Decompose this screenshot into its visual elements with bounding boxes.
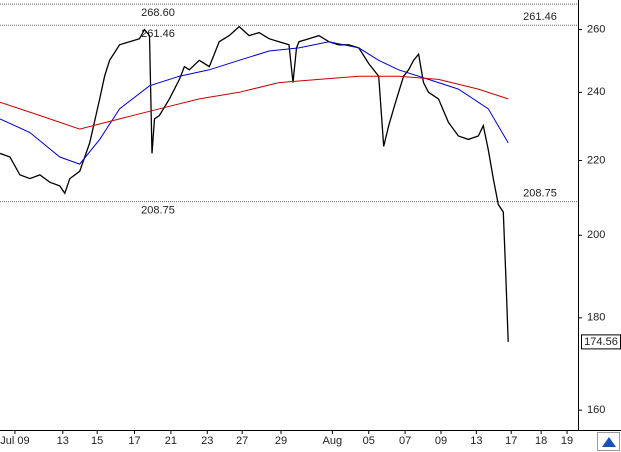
x-tick-label: 23 — [201, 435, 213, 447]
y-tick-label: 260 — [587, 23, 605, 35]
x-tick-label: 19 — [561, 435, 573, 447]
button-icon[interactable] — [602, 437, 616, 447]
y-tick-label: 180 — [587, 312, 605, 324]
reference-label: 208.75 — [141, 205, 175, 217]
x-tick-label: Jul 09 — [0, 435, 29, 447]
x-tick-label: 18 — [535, 435, 547, 447]
y-tick-label: 160 — [587, 404, 605, 416]
y-tick-label: 220 — [587, 154, 605, 166]
x-tick-label: 05 — [363, 435, 375, 447]
moving-average — [0, 75, 509, 130]
scroll-button[interactable] — [597, 432, 620, 451]
y-tick-label: 200 — [587, 229, 605, 241]
reference-label: 208.75 — [523, 188, 557, 200]
last-price-label: 174.56 — [584, 336, 618, 348]
x-tick-label: 15 — [91, 435, 103, 447]
reference-label: 261.46 — [141, 28, 175, 40]
x-tick-label: 09 — [435, 435, 447, 447]
reference-label: 268.60 — [141, 7, 175, 19]
x-tick-label: 13 — [57, 435, 69, 447]
x-tick-label: 07 — [399, 435, 411, 447]
x-tick-label: 17 — [505, 435, 517, 447]
x-tick-label: 13 — [470, 435, 482, 447]
price-line — [0, 25, 509, 342]
x-tick-label: 17 — [128, 435, 140, 447]
reference-label: 261.46 — [523, 11, 557, 23]
x-tick-label: Aug — [323, 435, 343, 447]
x-tick-label: 29 — [275, 435, 287, 447]
x-tick-label: 21 — [165, 435, 177, 447]
y-tick-label: 240 — [587, 86, 605, 98]
x-tick-label: 27 — [236, 435, 248, 447]
